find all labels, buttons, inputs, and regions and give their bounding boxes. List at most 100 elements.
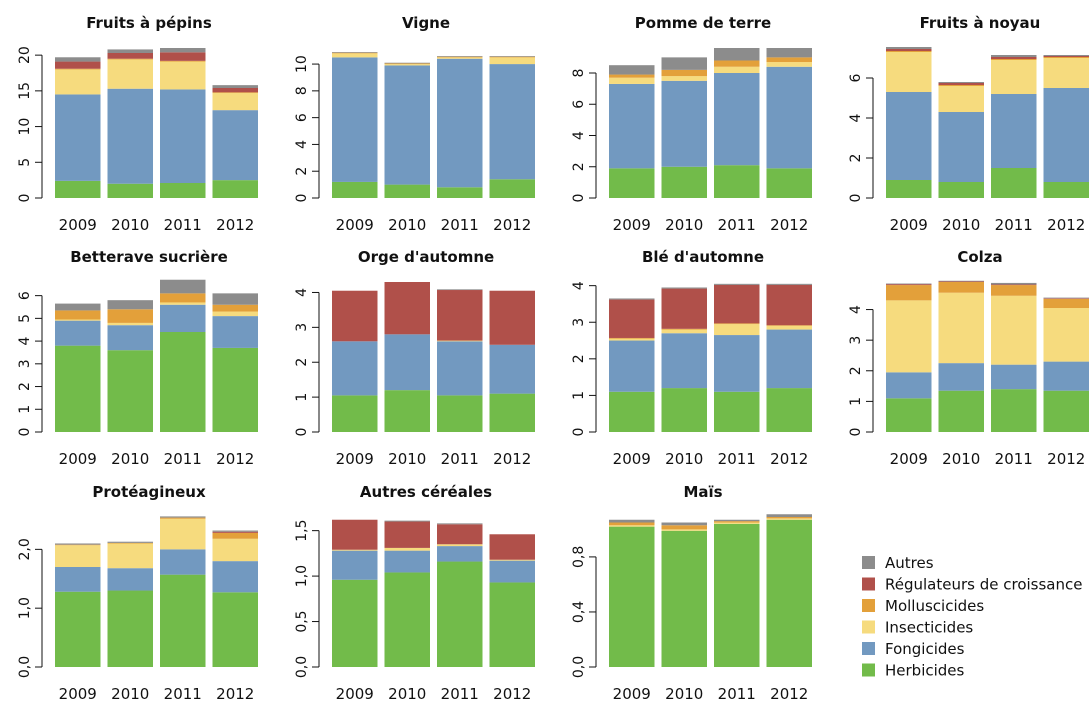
bar-segment-herbicides <box>437 187 483 198</box>
x-tick-label: 2012 <box>216 685 254 703</box>
bar-segment-fongicides <box>1043 88 1089 182</box>
bar-segment-fongicides <box>489 560 535 583</box>
y-tick-label: 2 <box>848 154 864 163</box>
bar-segment-molluscicides <box>437 56 483 58</box>
bar-segment-molluscicides <box>160 60 206 62</box>
bar-segment-fongicides <box>661 80 707 167</box>
bar-segment-insecticides <box>107 322 153 326</box>
y-tick-label: 20 <box>17 46 33 64</box>
bar-segment-insecticides <box>384 547 430 551</box>
bar-segment-molluscicides <box>1043 298 1089 309</box>
bar-segment-fongicides <box>332 341 378 396</box>
x-tick-label: 2011 <box>995 450 1033 468</box>
bar-segment-herbicides <box>212 180 258 198</box>
bar-segment-autres <box>212 530 258 532</box>
bar-segment-molluscicides <box>212 532 258 539</box>
y-tick-label: 0 <box>848 428 864 437</box>
bar-segment-molluscicides <box>661 328 707 330</box>
panel-title: Autres céréales <box>360 483 492 501</box>
bar-segment-autres <box>437 56 483 57</box>
bar-segment-molluscicides <box>609 74 655 78</box>
panel-betterave-sucriere: Betterave sucrière 0 1 2 3 4 5 6 2009 2010 2011 201… <box>17 248 258 468</box>
bar-segment-autres <box>1043 297 1089 299</box>
y-tick-label: 0 <box>294 428 310 437</box>
x-tick-label: 2010 <box>665 450 703 468</box>
bar-segment-herbicides <box>332 181 378 198</box>
bar-segment-autres <box>714 519 760 522</box>
bar-segment-fongicides <box>938 112 984 182</box>
bar-segment-fongicides <box>384 334 430 391</box>
bar-segment-herbicides <box>1043 390 1089 432</box>
bar-stack-2011 <box>160 516 206 667</box>
x-tick-label: 2009 <box>613 685 651 703</box>
bar-segment-regulateurs-de-croissance <box>886 284 932 286</box>
bar-segment-molluscicides <box>714 323 760 325</box>
bar-segment-fongicides <box>714 73 760 166</box>
bar-segment-insecticides <box>886 300 932 373</box>
bar-segment-insecticides <box>160 302 206 305</box>
x-tick-label: 2012 <box>1047 450 1085 468</box>
bar-segment-insecticides <box>609 525 655 527</box>
bar-segment-herbicides <box>991 389 1037 432</box>
bar-segment-herbicides <box>384 390 430 432</box>
bar-segment-herbicides <box>489 582 535 667</box>
bar-segment-autres <box>55 303 101 311</box>
y-tick-label: 0 <box>571 194 587 203</box>
y-tick-label: 0,0 <box>17 656 33 678</box>
y-tick-label: 2,0 <box>17 538 33 560</box>
y-tick-label: 8 <box>294 86 310 95</box>
bar-segment-fongicides <box>212 316 258 348</box>
panel-vigne: Vigne 0 2 4 6 8 10 2009 2010 2011 2012 <box>294 14 535 234</box>
legend-swatch <box>862 599 875 612</box>
x-tick-label: 2012 <box>493 216 531 234</box>
bar-segment-insecticides <box>489 57 535 65</box>
bar-segment-insecticides <box>160 518 206 550</box>
bar-segment-insecticides <box>332 549 378 551</box>
bar-segment-molluscicides <box>886 285 932 301</box>
y-tick-label: 5 <box>17 158 33 167</box>
bar-segment-autres <box>437 523 483 525</box>
bar-stack-2012 <box>489 290 535 432</box>
x-tick-label: 2011 <box>718 685 756 703</box>
x-tick-label: 2011 <box>441 685 479 703</box>
bar-stack-2012 <box>212 85 258 198</box>
bar-segment-insecticides <box>55 69 101 95</box>
bar-segment-herbicides <box>55 180 101 198</box>
bar-segment-herbicides <box>489 393 535 432</box>
panel-title: Fruits à pépins <box>86 14 212 32</box>
y-tick-label: 0,0 <box>294 656 310 678</box>
bar-stack-2009 <box>55 543 101 667</box>
bar-segment-autres <box>766 48 812 58</box>
legend-label: Molluscicides <box>885 597 984 615</box>
bar-segment-regulateurs-de-croissance <box>1043 298 1089 299</box>
bar-segment-molluscicides <box>332 52 378 54</box>
x-tick-label: 2010 <box>665 216 703 234</box>
bar-segment-autres <box>160 516 206 518</box>
y-tick-label: 4 <box>294 288 310 297</box>
bar-stack-2011 <box>991 282 1037 432</box>
bar-segment-autres <box>384 62 430 64</box>
bar-segment-autres <box>886 47 932 49</box>
x-tick-label: 2011 <box>718 216 756 234</box>
bar-segment-fongicides <box>886 92 932 180</box>
y-tick-label: 2 <box>571 162 587 171</box>
bar-segment-regulateurs-de-croissance <box>212 531 258 533</box>
x-tick-label: 2011 <box>441 450 479 468</box>
bar-segment-molluscicides <box>991 59 1037 60</box>
bar-segment-molluscicides <box>938 282 984 293</box>
legend-swatch <box>862 642 875 655</box>
x-tick-label: 2009 <box>890 450 928 468</box>
bar-segment-fongicides <box>437 58 483 188</box>
bar-segment-autres <box>107 541 153 543</box>
bar-segment-fongicides <box>160 304 206 332</box>
bar-segment-molluscicides <box>938 85 984 86</box>
y-tick-label: 0 <box>848 194 864 203</box>
y-tick-label: 0,4 <box>571 601 587 623</box>
bar-segment-regulateurs-de-croissance <box>384 521 430 548</box>
y-tick-label: 8 <box>571 69 587 78</box>
legend-item-autres: Autres <box>862 554 934 572</box>
y-tick-label: 2 <box>571 354 587 363</box>
y-tick-label: 3 <box>848 336 864 345</box>
bar-segment-molluscicides <box>609 522 655 526</box>
bar-segment-insecticides <box>609 338 655 341</box>
